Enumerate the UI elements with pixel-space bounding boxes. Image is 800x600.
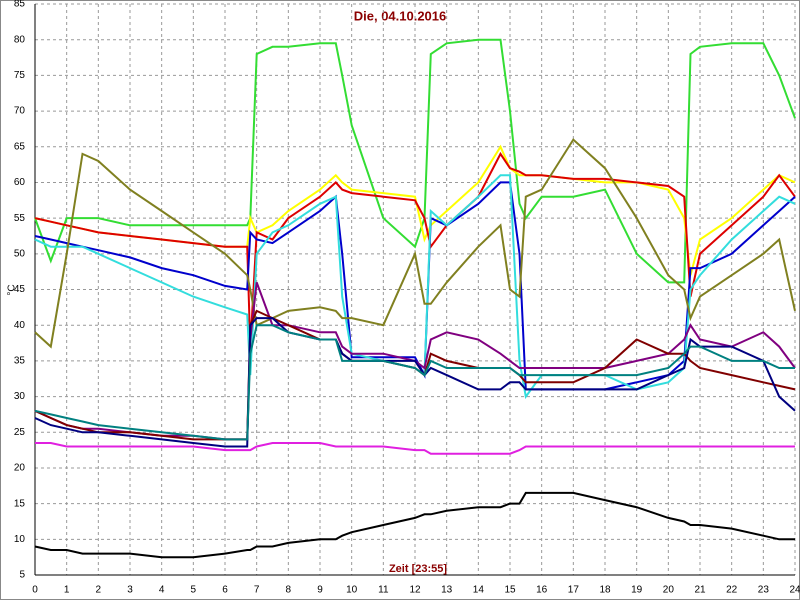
x-tick-label: 24 — [789, 585, 800, 596]
x-tick-label: 18 — [599, 585, 611, 596]
series-line — [34, 282, 796, 441]
x-tick-label: 13 — [441, 585, 453, 596]
series-line — [34, 324, 795, 441]
y-tick-label: 50 — [14, 248, 26, 259]
x-tick-label: 10 — [346, 585, 358, 596]
x-tick-label: 20 — [663, 585, 675, 596]
x-tick-label: 19 — [631, 585, 643, 596]
series-line — [34, 181, 796, 391]
x-tick-label: 17 — [568, 585, 580, 596]
x-tick-label: 11 — [378, 585, 389, 596]
x-tick-label: 0 — [32, 585, 38, 596]
y-tick-label: 35 — [14, 356, 26, 367]
y-tick-label: 45 — [14, 284, 26, 295]
y-tick-label: 10 — [14, 534, 26, 545]
y-tick-label: 85 — [14, 0, 26, 10]
x-tick-label: 12 — [409, 585, 421, 596]
x-tick-label: 16 — [536, 585, 548, 596]
x-tick-label: 5 — [191, 585, 197, 596]
y-tick-label: 25 — [14, 427, 26, 438]
x-tick-label: 14 — [473, 585, 485, 596]
y-tick-label: 30 — [14, 391, 26, 402]
y-tick-label: 20 — [14, 463, 26, 474]
x-tick-label: 22 — [726, 585, 738, 596]
y-tick-label: 60 — [14, 177, 26, 188]
y-tick-label: 70 — [14, 106, 26, 117]
x-tick-label: 2 — [96, 585, 102, 596]
x-tick-label: 1 — [64, 585, 70, 596]
series-line — [35, 442, 795, 455]
x-axis-label: Zeit [23:55] — [389, 563, 447, 575]
x-tick-label: 9 — [317, 585, 323, 596]
y-tick-label: 75 — [14, 70, 26, 81]
x-tick-label: 8 — [286, 585, 292, 596]
y-tick-label: 5 — [19, 570, 25, 581]
x-tick-label: 3 — [127, 585, 133, 596]
series-line — [34, 491, 795, 559]
x-tick-label: 15 — [504, 585, 516, 596]
x-tick-label: 7 — [254, 585, 260, 596]
y-tick-label: 80 — [14, 34, 26, 45]
series-line — [34, 138, 796, 349]
chart-title: Die, 04.10.2016 — [354, 8, 447, 23]
series-line — [34, 317, 796, 448]
x-tick-label: 23 — [758, 585, 770, 596]
y-tick-label: 65 — [14, 141, 26, 152]
x-tick-label: 4 — [159, 585, 165, 596]
x-tick-label: 6 — [222, 585, 228, 596]
y-tick-label: 15 — [14, 498, 26, 509]
x-tick-label: 21 — [694, 585, 706, 596]
y-tick-label: 40 — [14, 320, 26, 331]
y-tick-label: 55 — [14, 213, 26, 224]
series-line — [34, 151, 796, 347]
y-axis-label: °C — [7, 284, 18, 295]
